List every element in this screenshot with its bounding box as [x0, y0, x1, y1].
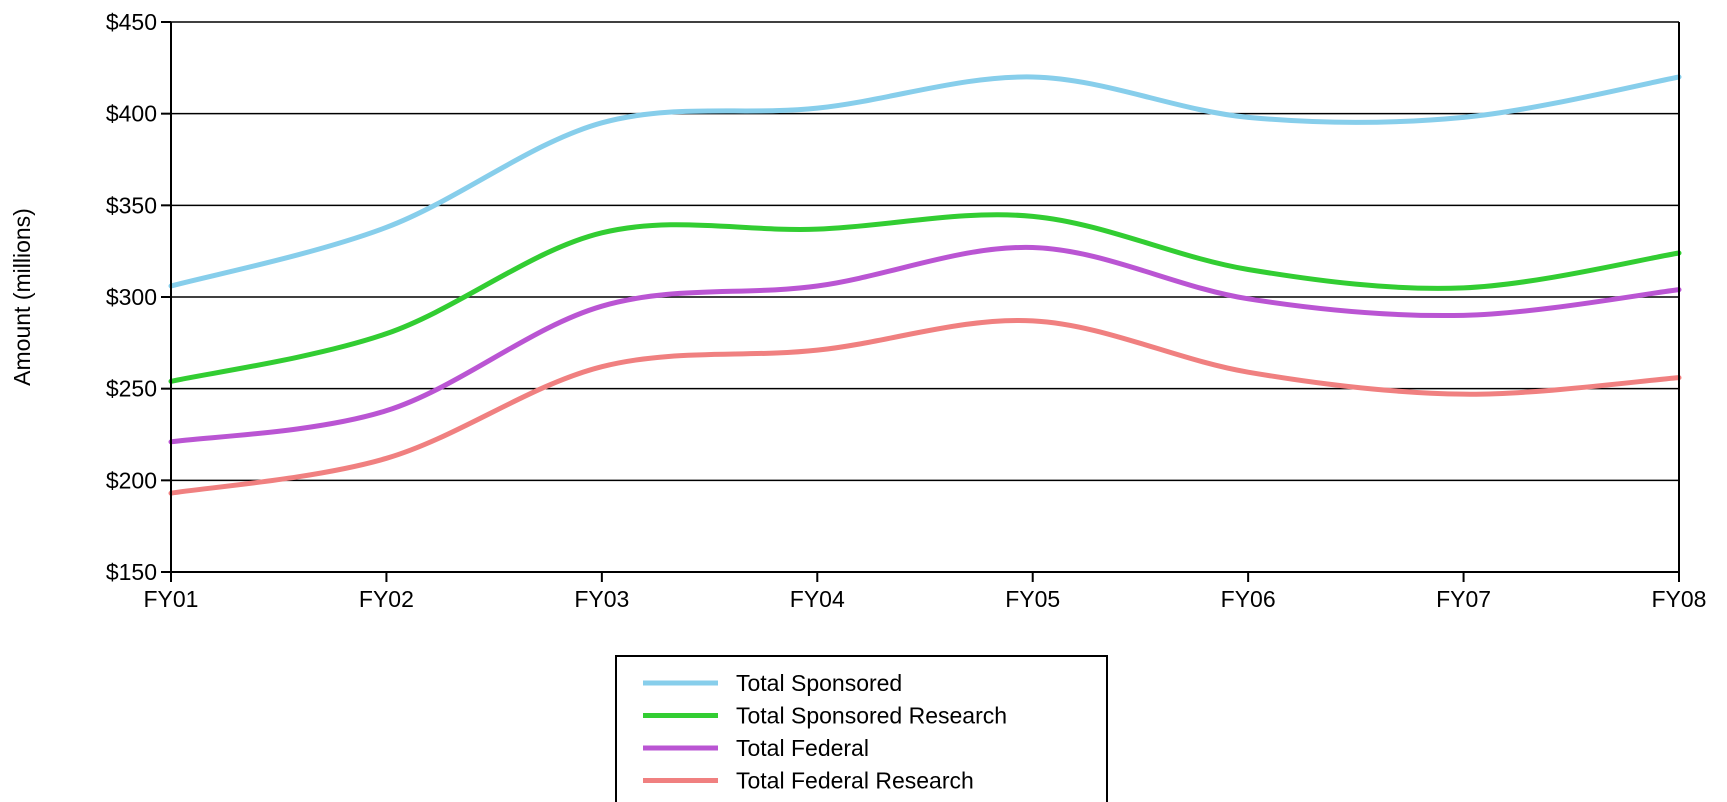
legend-label: Total Sponsored — [736, 670, 902, 696]
legend: Total Sponsored Total Sponsored Research T… — [615, 655, 1108, 802]
x-tick-label: FY08 — [1652, 586, 1707, 612]
y-ticks: $150 $200 $250 $300 $350 $400 $450 — [106, 9, 171, 585]
legend-label: Total Federal — [736, 735, 869, 761]
y-tick-label: $150 — [106, 559, 157, 585]
x-tick-label: FY03 — [574, 586, 629, 612]
x-ticks: FY01 FY02 FY03 FY04 FY05 FY06 FY07 FY08 — [144, 572, 1707, 612]
x-tick-label: FY06 — [1221, 586, 1276, 612]
y-tick-label: $200 — [106, 467, 157, 493]
series-line-3 — [168, 317, 1682, 496]
y-tick-label: $450 — [106, 9, 157, 35]
y-axis-title: Amount (millions) — [9, 208, 35, 386]
series-line-2 — [168, 244, 1682, 445]
x-tick-label: FY07 — [1436, 586, 1491, 612]
x-tick-label: FY01 — [144, 586, 199, 612]
legend-label: Total Sponsored Research — [736, 703, 1007, 729]
series-line-1 — [168, 212, 1682, 384]
legend-label: Total Federal Research — [736, 768, 974, 794]
y-tick-label: $250 — [106, 376, 157, 402]
legend-box — [615, 655, 1108, 802]
x-tick-label: FY02 — [359, 586, 414, 612]
y-tick-label: $400 — [106, 101, 157, 127]
series-line-0 — [168, 74, 1682, 289]
gridlines — [171, 21, 1679, 482]
x-tick-label: FY04 — [790, 586, 845, 612]
x-tick-label: FY05 — [1005, 586, 1060, 612]
y-tick-label: $300 — [106, 284, 157, 310]
y-tick-label: $350 — [106, 192, 157, 218]
series-lines — [168, 74, 1682, 496]
